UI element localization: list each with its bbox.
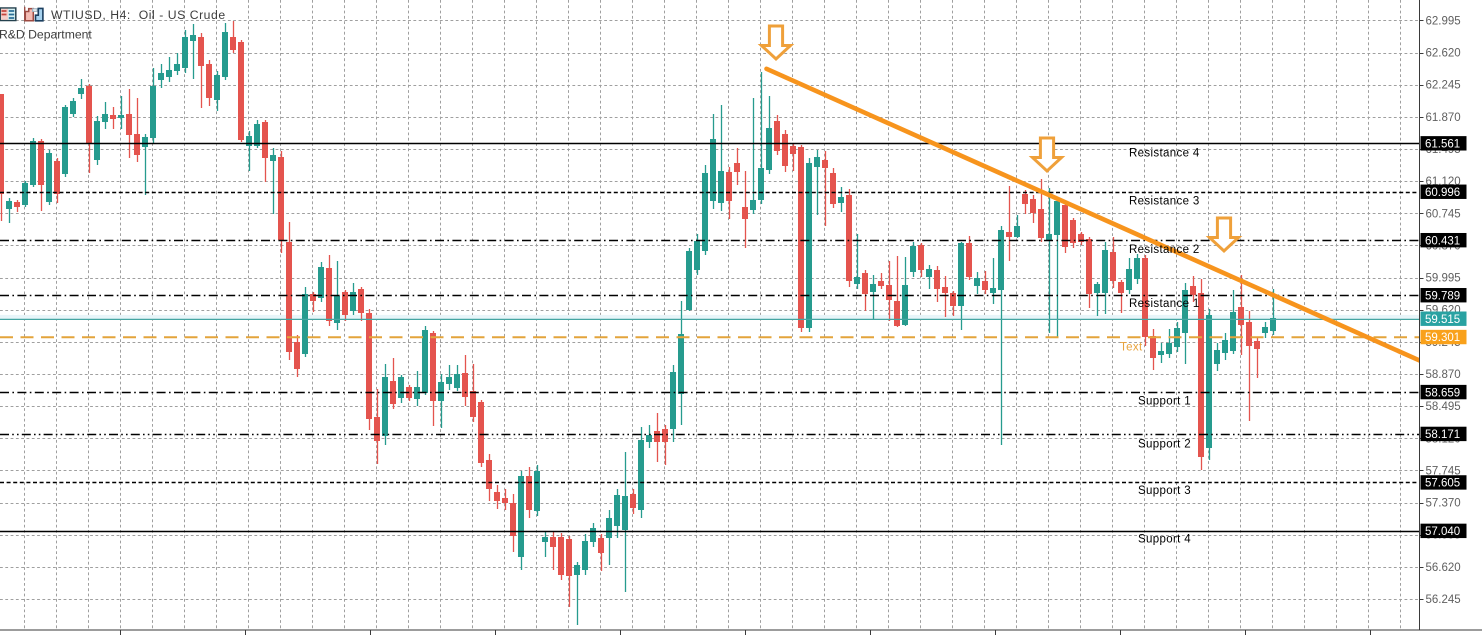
svg-text:58.870: 58.870 — [1426, 369, 1461, 381]
svg-text:Support 4: Support 4 — [1138, 533, 1191, 545]
svg-text:Resistance 1: Resistance 1 — [1129, 298, 1200, 310]
svg-text:Support 3: Support 3 — [1138, 485, 1191, 497]
svg-text:58.659: 58.659 — [1425, 387, 1460, 399]
svg-text:60.996: 60.996 — [1425, 187, 1460, 199]
svg-text:56.620: 56.620 — [1426, 562, 1461, 574]
svg-text:59.301: 59.301 — [1425, 332, 1460, 344]
svg-text:62.620: 62.620 — [1426, 48, 1461, 60]
svg-text:60.745: 60.745 — [1426, 208, 1461, 220]
svg-text:58.171: 58.171 — [1425, 429, 1460, 441]
svg-text:Text: Text — [1120, 342, 1143, 354]
svg-text:Resistance 3: Resistance 3 — [1129, 196, 1200, 208]
svg-text:59.789: 59.789 — [1425, 290, 1460, 302]
svg-text:Support 2: Support 2 — [1138, 439, 1191, 451]
svg-text:Resistance 2: Resistance 2 — [1129, 244, 1200, 256]
svg-text:WTIUSD, H4: Oil - US Crude: WTIUSD, H4: Oil - US Crude — [51, 8, 226, 22]
svg-text:57.370: 57.370 — [1426, 498, 1461, 510]
svg-text:57.605: 57.605 — [1425, 478, 1460, 490]
svg-text:61.870: 61.870 — [1426, 112, 1461, 124]
svg-text:59.515: 59.515 — [1425, 314, 1460, 326]
svg-text:Support 1: Support 1 — [1138, 396, 1191, 408]
svg-text:60.431: 60.431 — [1425, 235, 1460, 247]
svg-text:56.245: 56.245 — [1426, 594, 1461, 606]
svg-text:61.561: 61.561 — [1425, 139, 1460, 151]
svg-text:59.995: 59.995 — [1426, 273, 1461, 285]
svg-text:62.245: 62.245 — [1426, 80, 1461, 92]
svg-text:57.040: 57.040 — [1425, 526, 1460, 538]
svg-text:62.995: 62.995 — [1426, 15, 1461, 27]
svg-text:58.495: 58.495 — [1426, 401, 1461, 413]
svg-text:R&D Department: R&D Department — [0, 28, 92, 42]
svg-text:Resistance 4: Resistance 4 — [1129, 148, 1200, 160]
